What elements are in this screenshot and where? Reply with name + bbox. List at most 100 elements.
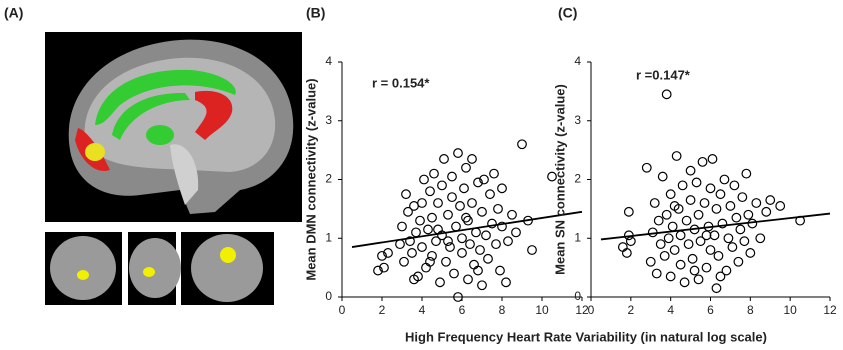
point	[490, 169, 499, 178]
point	[454, 149, 463, 158]
brain-slices	[45, 232, 274, 305]
point	[660, 252, 669, 261]
point	[418, 199, 427, 208]
point	[716, 190, 725, 199]
point	[442, 257, 451, 266]
point	[694, 275, 703, 284]
point	[686, 196, 695, 205]
point	[736, 225, 745, 234]
point	[420, 175, 429, 184]
point	[474, 266, 483, 275]
brain-sagittal	[45, 32, 302, 222]
point	[652, 269, 661, 278]
point	[478, 208, 487, 217]
y-tick-label: 3	[574, 113, 581, 127]
point	[412, 228, 421, 237]
point	[402, 190, 411, 199]
point	[684, 240, 693, 249]
point	[486, 190, 495, 199]
point	[528, 246, 537, 255]
point	[504, 237, 513, 246]
point	[690, 266, 699, 275]
point	[678, 181, 687, 190]
point	[670, 246, 679, 255]
x-tick-label: 10	[783, 303, 797, 317]
point	[710, 231, 719, 240]
point	[766, 196, 775, 205]
y-tick-label: 3	[325, 113, 332, 127]
point	[664, 234, 673, 243]
point	[492, 240, 501, 249]
point	[426, 187, 435, 196]
page: (A) High Frequency Heart Rate Variabilit…	[0, 0, 843, 350]
point	[706, 184, 715, 193]
y-tick-label: 4	[574, 54, 581, 68]
point	[702, 263, 711, 272]
x-tick-label: 10	[535, 303, 549, 317]
point	[680, 278, 689, 287]
point	[428, 252, 437, 261]
y-tick-label: 2	[574, 172, 581, 186]
point	[434, 199, 443, 208]
point	[752, 199, 761, 208]
point	[512, 228, 521, 237]
point	[672, 152, 681, 161]
point	[746, 249, 755, 258]
point	[426, 257, 435, 266]
point	[712, 205, 721, 214]
point	[484, 255, 493, 264]
point	[496, 266, 505, 275]
point	[654, 216, 663, 225]
panel-label: (C)	[558, 5, 577, 21]
figure: (A) High Frequency Heart Rate Variabilit…	[0, 0, 843, 350]
x-tick-label: 6	[707, 303, 714, 317]
point	[462, 163, 471, 172]
point	[668, 222, 677, 231]
point	[466, 240, 475, 249]
point	[494, 205, 503, 214]
point	[462, 213, 471, 222]
panel-label: (A)	[4, 5, 23, 21]
point	[682, 216, 691, 225]
x-tick-label: 2	[379, 303, 386, 317]
point	[625, 208, 634, 217]
x-tick-label: 12	[823, 303, 837, 317]
point	[726, 202, 735, 211]
point	[666, 190, 675, 199]
point	[444, 237, 453, 246]
point	[458, 249, 467, 258]
point	[646, 257, 655, 266]
point	[498, 184, 507, 193]
annotation: r = 0.154*	[372, 75, 430, 90]
y-tick-label: 0	[325, 289, 332, 303]
y-tick-label: 1	[325, 230, 332, 244]
point	[482, 231, 491, 240]
point	[452, 222, 461, 231]
point	[460, 184, 469, 193]
fit-line	[601, 214, 830, 240]
point	[422, 263, 431, 272]
point	[692, 178, 701, 187]
point	[464, 216, 473, 225]
point	[408, 249, 417, 258]
point	[676, 260, 685, 269]
point	[724, 234, 733, 243]
point	[464, 275, 473, 284]
point	[742, 169, 751, 178]
x-tick-label: 4	[419, 303, 426, 317]
point	[400, 257, 409, 266]
point	[762, 208, 771, 217]
y-tick-label: 2	[325, 172, 332, 186]
point	[656, 240, 665, 249]
point	[650, 199, 659, 208]
y-axis-title: Mean DMN connectivity (z-value)	[303, 78, 318, 280]
point	[416, 216, 425, 225]
point	[448, 193, 457, 202]
y-tick-label: 0	[574, 289, 581, 303]
point	[478, 281, 487, 290]
point	[428, 213, 437, 222]
point	[436, 278, 445, 287]
point	[518, 140, 527, 149]
x-tick-label: 4	[667, 303, 674, 317]
point	[666, 272, 675, 281]
